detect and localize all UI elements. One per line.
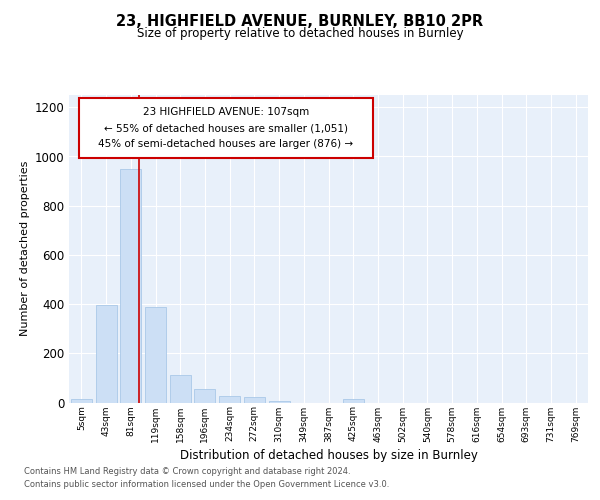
Bar: [343, 400, 364, 402]
Bar: [71, 399, 92, 402]
Bar: [145, 306, 166, 402]
Bar: [244, 397, 265, 402]
Bar: [95, 306, 116, 402]
FancyBboxPatch shape: [79, 98, 373, 158]
X-axis label: Distribution of detached houses by size in Burnley: Distribution of detached houses by size …: [179, 448, 478, 462]
Text: 23, HIGHFIELD AVENUE, BURNLEY, BB10 2PR: 23, HIGHFIELD AVENUE, BURNLEY, BB10 2PR: [116, 14, 484, 29]
Text: Size of property relative to detached houses in Burnley: Size of property relative to detached ho…: [137, 28, 463, 40]
Bar: [120, 169, 141, 402]
Bar: [219, 396, 240, 402]
Bar: [170, 376, 191, 402]
Text: 23 HIGHFIELD AVENUE: 107sqm
← 55% of detached houses are smaller (1,051)
45% of : 23 HIGHFIELD AVENUE: 107sqm ← 55% of det…: [98, 108, 353, 148]
Y-axis label: Number of detached properties: Number of detached properties: [20, 161, 30, 336]
Text: Contains HM Land Registry data © Crown copyright and database right 2024.: Contains HM Land Registry data © Crown c…: [24, 467, 350, 476]
Text: Contains public sector information licensed under the Open Government Licence v3: Contains public sector information licen…: [24, 480, 389, 489]
Bar: [194, 389, 215, 402]
